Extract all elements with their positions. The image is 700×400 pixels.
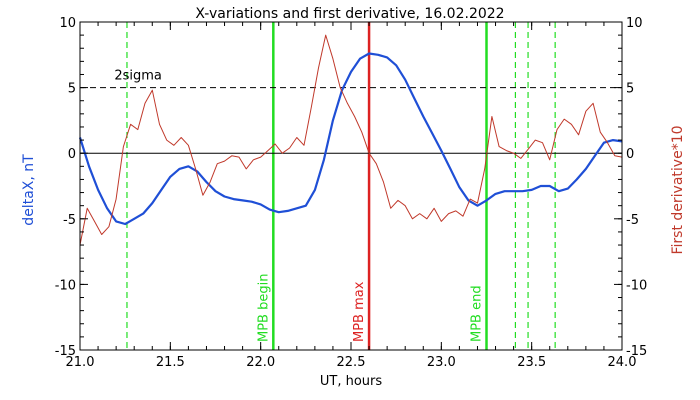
y-tick-label-left-3: 0 <box>68 147 76 162</box>
x-tick-label-1: 21.5 <box>156 355 185 370</box>
y-tick-label-left-2: -5 <box>63 213 76 228</box>
x-tick-label-2: 22.0 <box>246 355 275 370</box>
series-layer <box>78 34 623 246</box>
x-tick-label-0: 21.0 <box>66 355 95 370</box>
y-tick-label-left-4: 5 <box>68 82 76 97</box>
x-tick-label-5: 23.5 <box>517 355 546 370</box>
marker-label-mpb-end: MPB end <box>470 285 485 342</box>
y-axis-label-right: First derivative*10 <box>670 125 686 254</box>
y-tick-label-left-5: 10 <box>59 16 76 31</box>
marker-layer: MPB begin MPB max MPB end <box>126 22 556 350</box>
y-axis-label-left: deltaX, nT <box>21 154 37 226</box>
y-tick-label-left-1: -10 <box>55 278 76 293</box>
y-tick-label-right-0: -15 <box>626 344 647 359</box>
y-tick-label-right-5: 10 <box>626 16 643 31</box>
y-tick-label-right-1: -10 <box>626 278 647 293</box>
x-tick-label-3: 22.5 <box>337 355 366 370</box>
y-tick-label-right-4: 5 <box>626 82 634 97</box>
y-tick-label-left-0: -15 <box>55 344 76 359</box>
threshold-layer: 2sigma <box>80 69 622 154</box>
y-tick-label-right-2: -5 <box>626 213 639 228</box>
marker-label-mpb-max: MPB max <box>352 281 367 342</box>
chart-title: X-variations and first derivative, 16.02… <box>195 6 504 22</box>
marker-label-mpb-begin: MPB begin <box>256 274 271 342</box>
threshold-label: 2sigma <box>114 69 162 84</box>
axes-layer: 21.0 21.5 22.0 22.5 23.0 23.5 24.0-15 -15-10 -10… <box>55 16 647 370</box>
x-tick-label-6: 24.0 <box>608 355 637 370</box>
y-tick-label-right-3: 0 <box>626 147 634 162</box>
series-line-derivative <box>79 34 623 246</box>
x-tick-label-4: 23.0 <box>427 355 456 370</box>
x-axis-label: UT, hours <box>320 374 382 389</box>
series-line-deltaX <box>78 52 623 226</box>
